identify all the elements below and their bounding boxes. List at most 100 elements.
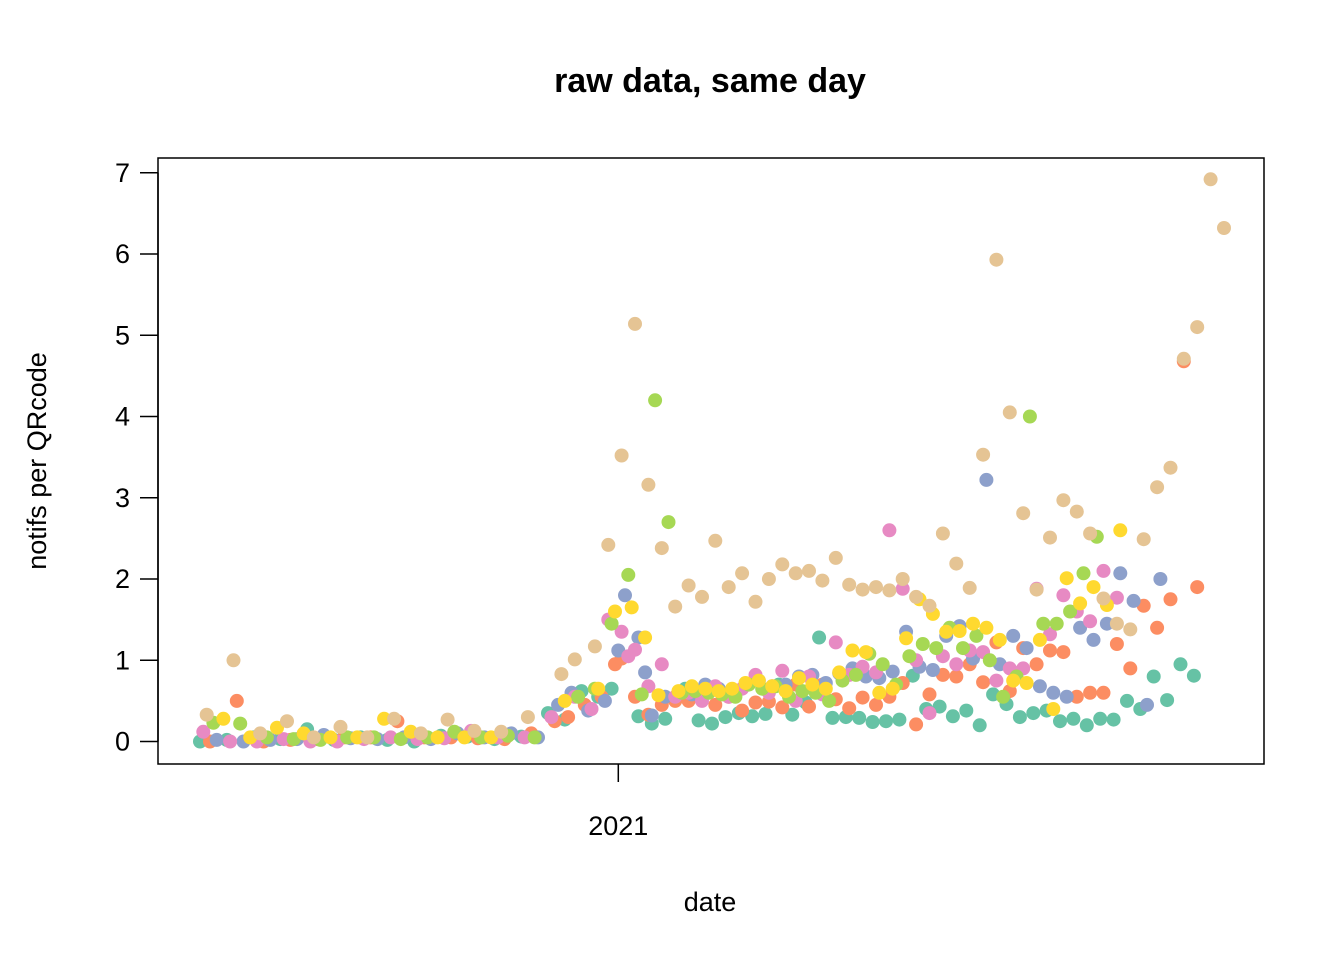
- data-point: [216, 711, 231, 726]
- x-tick-label: 2021: [588, 811, 648, 841]
- data-point: [233, 716, 248, 731]
- data-point: [1113, 566, 1128, 581]
- data-point: [1150, 480, 1165, 495]
- data-point: [1016, 506, 1031, 521]
- y-tick-label: 3: [115, 483, 130, 513]
- data-point: [1043, 530, 1057, 545]
- y-tick-label: 7: [115, 158, 130, 188]
- data-point: [648, 393, 663, 408]
- data-point: [902, 649, 917, 664]
- data-point: [992, 632, 1007, 647]
- data-point: [1113, 523, 1128, 538]
- data-point: [775, 700, 790, 715]
- data-point: [614, 624, 629, 639]
- data-point: [628, 642, 642, 657]
- data-point: [751, 673, 766, 688]
- chart-title: raw data, same day: [554, 62, 866, 100]
- data-point: [467, 723, 482, 738]
- data-point: [654, 541, 669, 556]
- data-point: [624, 600, 639, 615]
- data-point: [644, 708, 659, 723]
- data-point: [765, 679, 780, 694]
- data-point: [855, 582, 870, 597]
- plot-frame: [157, 157, 1265, 765]
- data-point: [1056, 645, 1071, 660]
- data-point: [1012, 710, 1027, 725]
- data-point: [1109, 637, 1124, 651]
- data-point: [989, 673, 1004, 688]
- data-point: [922, 706, 937, 721]
- data-point: [695, 589, 709, 604]
- data-point: [792, 671, 806, 686]
- data-point: [922, 598, 937, 613]
- data-point: [1160, 693, 1175, 708]
- data-point: [517, 730, 532, 745]
- data-point: [691, 713, 706, 728]
- data-point: [805, 677, 820, 692]
- data-point: [306, 730, 321, 745]
- data-point: [1059, 571, 1074, 586]
- data-point: [949, 669, 964, 684]
- data-point: [604, 681, 619, 696]
- data-point: [1086, 632, 1101, 647]
- data-point: [758, 706, 773, 721]
- data-point: [638, 665, 653, 680]
- data-point: [802, 563, 816, 578]
- data-point: [1066, 711, 1081, 726]
- data-point: [828, 635, 843, 650]
- data-point: [1217, 221, 1231, 235]
- data-point: [899, 631, 914, 646]
- data-point: [922, 687, 937, 702]
- x-axis-label: date: [684, 887, 737, 917]
- data-point: [982, 653, 997, 668]
- data-point: [775, 557, 790, 572]
- data-point: [681, 578, 696, 593]
- y-tick-label: 2: [115, 564, 130, 594]
- data-point: [976, 675, 991, 690]
- series-6: [216, 523, 1128, 745]
- data-point: [1073, 620, 1088, 635]
- data-point: [1069, 689, 1084, 704]
- data-point: [895, 581, 910, 596]
- data-point: [608, 604, 622, 619]
- data-point: [825, 710, 840, 725]
- data-point: [949, 657, 964, 672]
- data-point: [671, 684, 686, 699]
- data-point: [1126, 593, 1141, 608]
- data-point: [430, 730, 445, 745]
- data-point: [959, 703, 974, 718]
- data-point: [1046, 702, 1061, 716]
- data-point: [855, 690, 870, 705]
- y-axis: 0 1 2 3 4 5 6 7: [115, 158, 159, 757]
- data-point: [1032, 679, 1047, 694]
- data-point: [909, 717, 924, 732]
- data-point: [778, 684, 793, 699]
- data-point: [209, 732, 224, 747]
- series-7: [199, 172, 1231, 745]
- data-point: [705, 716, 719, 731]
- y-tick-label: 5: [115, 320, 130, 350]
- data-point: [735, 703, 750, 718]
- data-point: [1083, 526, 1098, 541]
- data-point: [842, 577, 857, 592]
- data-point: [1002, 405, 1017, 420]
- data-point: [1083, 685, 1098, 700]
- data-point: [1109, 590, 1124, 605]
- data-point: [1029, 657, 1044, 672]
- data-points: [193, 172, 1231, 749]
- data-point: [393, 732, 408, 747]
- data-point: [818, 681, 833, 696]
- data-point: [651, 688, 666, 703]
- data-point: [962, 580, 977, 595]
- data-point: [738, 676, 753, 690]
- data-point: [952, 624, 967, 638]
- data-point: [1036, 616, 1051, 631]
- data-point: [1019, 676, 1034, 690]
- data-point: [996, 689, 1011, 704]
- data-point: [1096, 563, 1111, 578]
- data-point: [748, 594, 763, 609]
- data-point: [658, 711, 673, 726]
- data-point: [1006, 673, 1021, 688]
- data-point: [199, 707, 214, 722]
